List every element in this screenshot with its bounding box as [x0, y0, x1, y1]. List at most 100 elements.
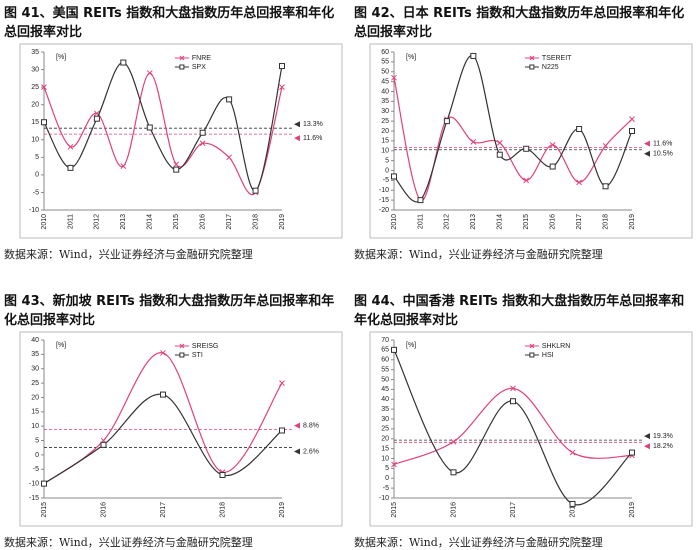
y-tick-label: 25 [381, 426, 389, 433]
chart-frame [19, 331, 343, 527]
legend-label: FNRE [192, 55, 211, 62]
x-tick-label: 2011 [417, 214, 424, 229]
data-point [160, 350, 166, 356]
source-note: 数据来源：Wind，兴业证券经济与金融研究院整理 [354, 248, 603, 261]
series-line [43, 393, 283, 485]
legend-marker [529, 352, 535, 358]
data-point [41, 480, 47, 487]
x-tick-label: 2018 [569, 502, 576, 518]
data-point [120, 163, 127, 169]
x-tick-label: 2015 [391, 502, 398, 518]
y-tick-label: -10 [29, 207, 39, 214]
data-point [279, 63, 285, 70]
data-point [391, 74, 397, 81]
reference-arrow [644, 443, 650, 450]
y-tick-label: 15 [381, 445, 389, 452]
data-point [67, 143, 74, 150]
y-tick-label: 5 [385, 157, 389, 164]
y-tick-label: -5 [383, 177, 389, 184]
data-point [549, 163, 556, 170]
x-tick-label: 2016 [450, 502, 457, 518]
y-tick-label: 20 [31, 394, 39, 401]
source-note: 数据来源：Wind，兴业证券经济与金融研究院整理 [4, 248, 253, 261]
y-tick-label: 30 [31, 366, 39, 373]
y-tick-label: 30 [381, 108, 389, 115]
y-tick-label: -20 [379, 207, 389, 214]
reference-arrow [294, 448, 300, 455]
data-point [93, 115, 100, 122]
y-tick-label: 0 [35, 172, 39, 179]
x-tick-label: 2014 [147, 214, 154, 230]
y-tick-label: 35 [31, 351, 39, 358]
data-point [443, 118, 450, 125]
y-tick-label: -10 [379, 495, 389, 502]
y-tick-label: 40 [381, 88, 389, 95]
legend-label: HSI [542, 352, 554, 359]
x-tick-label: 2016 [550, 214, 557, 230]
x-tick-label: 2018 [219, 502, 226, 518]
series-line [393, 77, 633, 201]
x-tick-label: 2017 [160, 502, 167, 518]
data-point [602, 142, 609, 149]
data-point [391, 461, 397, 468]
data-point [160, 391, 166, 398]
y-tick-label: 10 [381, 455, 389, 462]
data-point [576, 179, 582, 186]
x-tick-label: 2010 [391, 214, 398, 230]
y-tick-label: 55 [381, 366, 389, 373]
x-tick-label: 2013 [470, 214, 477, 230]
y-tick-label: 50 [381, 376, 389, 383]
legend-marker [179, 352, 185, 358]
data-point [496, 139, 503, 146]
data-point [576, 126, 583, 133]
y-tick-label: 25 [31, 84, 39, 91]
legend-label: SHKLRN [542, 343, 570, 350]
y-tick-label: -5 [33, 189, 39, 196]
series-line [393, 349, 633, 506]
x-tick-label: 2019 [279, 214, 286, 230]
y-tick-label: 15 [31, 409, 39, 416]
data-point [470, 52, 477, 59]
chart-title: 图 43、新加坡 REITs 指数和大盘指数历年总回报率和年化总回报率对比 [4, 294, 335, 328]
legend-label: TSEREIT [542, 55, 572, 62]
reference-label: 8.8% [303, 422, 319, 429]
data-point [219, 472, 226, 479]
reference-arrow [294, 422, 300, 429]
y-tick-label: 0 [35, 452, 39, 459]
reference-label: 2.6% [303, 448, 319, 455]
reference-label: 10.5% [653, 151, 673, 158]
legend-label: SPX [192, 64, 206, 71]
x-tick-label: 2013 [120, 214, 127, 230]
chart-title: 图 41、美国 REITs 指数和大盘指数历年总回报率和年化总回报率对比 [4, 6, 335, 40]
y-tick-label: 50 [381, 69, 389, 76]
data-point [629, 449, 635, 456]
x-tick-label: 2012 [94, 214, 101, 230]
y-tick-label: 65 [381, 347, 389, 354]
series-line [393, 55, 633, 203]
data-point [173, 166, 180, 173]
x-tick-label: 2012 [444, 214, 451, 230]
chart: [%] -10 -5 0 5 10 15 20 25 30 35 40 45 50 55 60 65 70 2015… [369, 331, 693, 527]
data-point [226, 154, 232, 161]
data-point [450, 469, 457, 476]
data-point [510, 398, 516, 405]
chart-title: 图 42、日本 REITs 指数和大盘指数历年总回报率和年化总回报率对比 [354, 6, 685, 40]
y-tick-label: 35 [381, 406, 389, 413]
data-point [549, 141, 556, 148]
x-tick-label: 2016 [200, 214, 207, 230]
x-tick-label: 2016 [100, 502, 107, 518]
legend-marker [529, 64, 535, 70]
source-note: 数据来源：Wind，兴业证券经济与金融研究院整理 [4, 536, 253, 549]
y-tick-label: 45 [381, 386, 389, 393]
data-point [629, 116, 635, 123]
reference-arrow [644, 433, 650, 440]
y-tick-label: 40 [31, 337, 39, 344]
y-tick-label: 10 [381, 148, 389, 155]
x-tick-label: 2015 [523, 214, 530, 230]
data-point [569, 500, 576, 507]
x-tick-label: 2015 [173, 214, 180, 230]
legend-marker [179, 64, 185, 70]
y-tick-label: 20 [31, 102, 39, 109]
data-point [41, 84, 47, 90]
series-line [43, 61, 283, 192]
